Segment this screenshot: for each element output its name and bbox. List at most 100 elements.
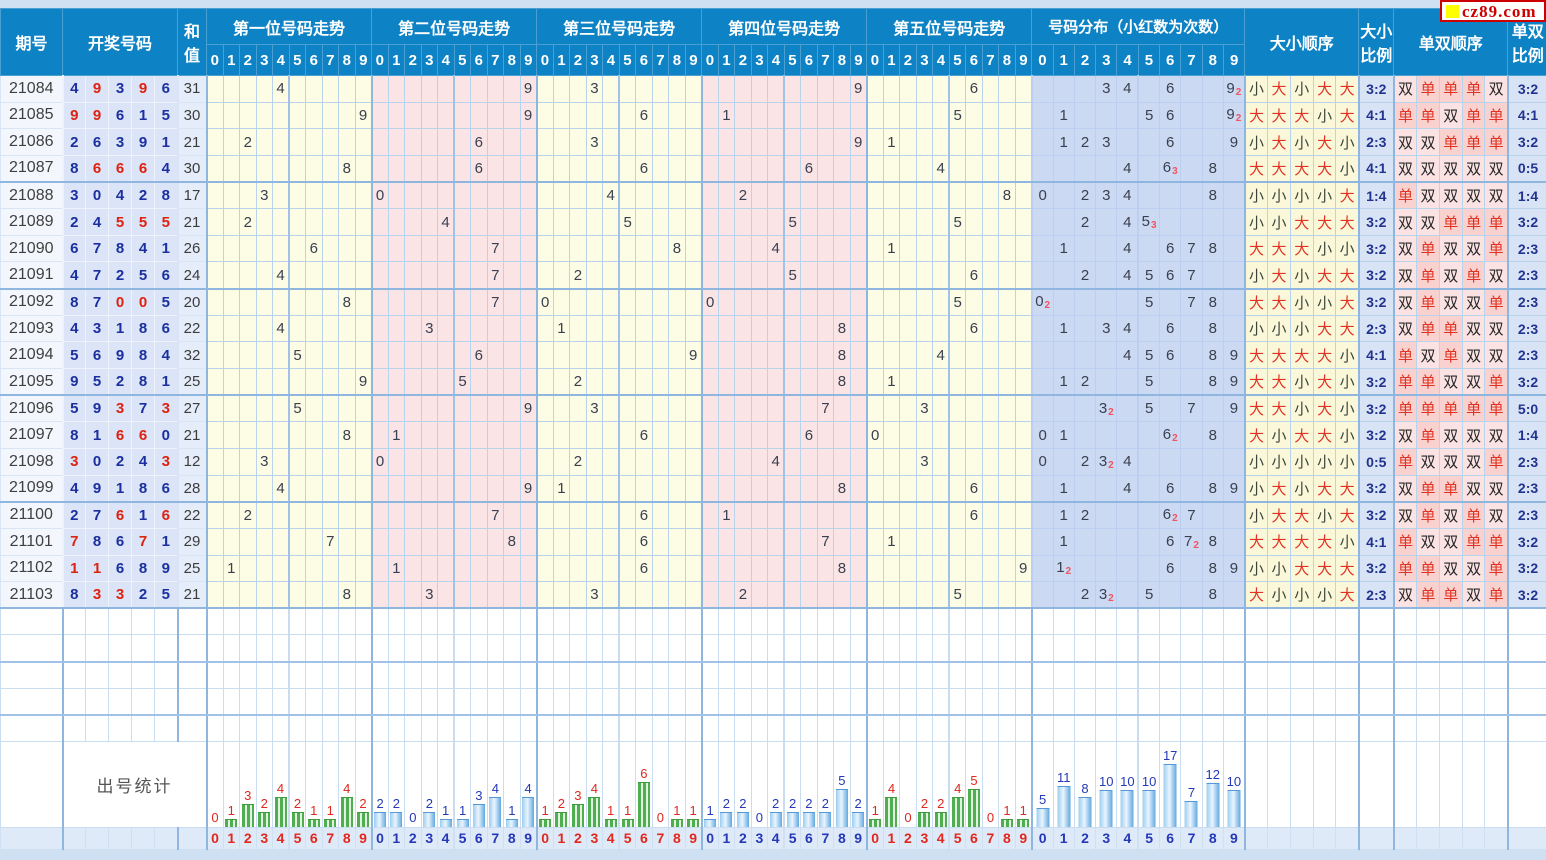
trend-cell [602, 101, 620, 130]
odd-even-cell: 双 [1416, 208, 1440, 236]
trend-cell [734, 101, 752, 130]
distribution-cell: 63 [1159, 154, 1182, 184]
trend-cell: 9 [354, 101, 373, 130]
trend-cell [255, 234, 274, 263]
draw-digit-cell: 7 [85, 261, 109, 290]
empty-cell [1312, 714, 1337, 742]
empty-cell [849, 687, 868, 716]
trend-cell [816, 101, 835, 130]
trend-cell [668, 261, 686, 290]
trend-cell [404, 288, 422, 316]
trend-cell [437, 581, 455, 610]
trend-cell [635, 474, 653, 503]
big-small-cell: 小 [1267, 447, 1291, 476]
trend-cell [750, 128, 769, 156]
trend-cell [305, 154, 323, 184]
frequency-bar [687, 818, 700, 827]
big-small-cell: 小 [1335, 341, 1360, 370]
digit-column-header: 0 [206, 44, 224, 76]
trend-cell [849, 341, 868, 370]
footer-digit-label: 1 [882, 826, 901, 850]
frequency-bar [1099, 789, 1113, 827]
empty-cell [585, 607, 604, 636]
trend-cell [750, 554, 769, 583]
stat-bar-cell: 2 [288, 740, 307, 828]
empty-cell [1243, 687, 1269, 716]
draw-digit-cell: 6 [61, 234, 86, 263]
trend-cell [272, 234, 290, 263]
site-logo[interactable]: cz89.com [1440, 0, 1546, 22]
empty-cell [767, 607, 785, 636]
big-small-cell: 小 [1289, 447, 1314, 476]
trend-cell [899, 447, 917, 476]
trend-cell [503, 341, 521, 370]
empty-cell [1243, 607, 1269, 636]
empty-cell [453, 714, 472, 742]
empty-cell [272, 714, 290, 742]
big-small-cell: 小 [1243, 314, 1269, 343]
empty-cell [61, 661, 86, 689]
trend-cell [618, 581, 637, 610]
empty-cell [948, 634, 967, 663]
distribution-cell [1116, 421, 1139, 449]
big-small-cell: 大 [1335, 474, 1360, 503]
distribution-cell [1137, 154, 1161, 184]
frequency-bar [225, 818, 238, 827]
trend-cell [800, 341, 818, 370]
footer-digit-label: 4 [1116, 826, 1139, 850]
empty-cell [816, 687, 835, 716]
trend-cell [387, 447, 406, 476]
footer-digit-label: 1 [552, 826, 571, 850]
footer-digit-label: 2 [734, 826, 752, 850]
trend-cell [932, 394, 950, 423]
trend-cell [618, 554, 637, 583]
trend-cell [305, 447, 323, 476]
trend-cell [503, 447, 521, 476]
frequency-count: 2 [392, 795, 400, 811]
odd-even-cell: 单 [1416, 234, 1440, 263]
trend-cell [882, 474, 901, 503]
trend-cell [602, 394, 620, 423]
empty-cell [833, 687, 851, 716]
stat-bar-cell: 0 [651, 740, 670, 828]
empty-cell [503, 687, 521, 716]
trend-cell [816, 447, 835, 476]
trend-cell [305, 128, 323, 156]
footer-digit-label: 6 [635, 826, 653, 850]
trend-cell [535, 421, 554, 449]
stat-bar-cell: 1 [321, 740, 340, 828]
frequency-count: 7 [1187, 784, 1196, 800]
trend-cell [1014, 527, 1033, 556]
trend-cell [1014, 101, 1033, 130]
empty-cell [503, 714, 521, 742]
oe-ratio-line2: 比例 [1511, 48, 1544, 65]
trend-cell: 9 [1014, 554, 1033, 583]
digit-column-header: 1 [882, 44, 901, 76]
trend-cell [321, 581, 340, 610]
empty-cell [668, 634, 686, 663]
big-small-cell: 小 [1335, 368, 1360, 397]
sum-header-line1: 和 [184, 24, 201, 41]
draw-digit-cell: 4 [131, 447, 155, 476]
col-header-big-small-ratio: 大小 比例 [1358, 8, 1395, 76]
trend-cell: 6 [965, 314, 983, 343]
frequency-bar [1163, 763, 1177, 827]
empty-cell [1243, 714, 1269, 742]
frequency-bar [704, 818, 717, 827]
stat-bar-cell: 2 [932, 740, 950, 828]
trend-cell [981, 208, 1000, 236]
trend-cell [767, 261, 785, 290]
trend-cell [899, 154, 917, 184]
trend-cell [734, 554, 752, 583]
empty-cell [61, 714, 86, 742]
digit-column-header: 6 [1159, 44, 1182, 76]
trend-cell [865, 154, 884, 184]
empty-cell [1438, 661, 1463, 689]
odd-even-cell: 双 [1461, 581, 1486, 610]
big-small-cell: 小 [1243, 447, 1269, 476]
footer-digit-label: 5 [288, 826, 307, 850]
empty-cell [948, 661, 967, 689]
odd-even-cell: 单 [1392, 394, 1418, 423]
period-cell: 21095 [0, 368, 63, 397]
